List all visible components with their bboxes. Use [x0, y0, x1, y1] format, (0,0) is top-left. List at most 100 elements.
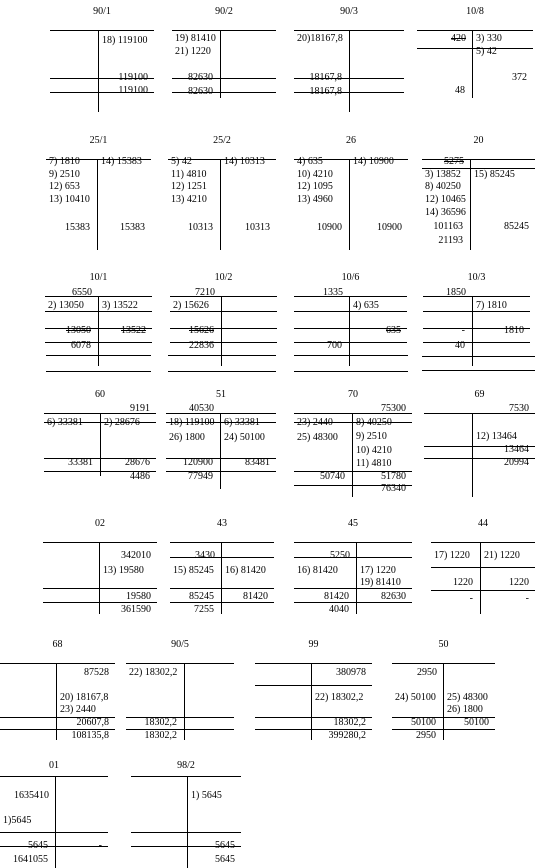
turnover-credit: 13464 — [504, 444, 529, 455]
turnover-debit: 1220 — [453, 577, 473, 588]
account-title: 01 — [49, 760, 59, 771]
debit-entry: 5) 42 — [171, 156, 192, 167]
column-divider — [98, 296, 99, 366]
rule-line — [170, 602, 274, 603]
turnover-credit: 82630 — [381, 591, 406, 602]
turnover-debit: 50100 — [411, 717, 436, 728]
turnover-debit: 10313 — [188, 222, 213, 233]
rule-line — [294, 371, 408, 372]
rule-line — [46, 371, 151, 372]
rule-line — [0, 717, 115, 718]
closing-balance-credit: 4486 — [130, 471, 150, 482]
rule-line — [131, 832, 241, 833]
closing-balance-credit: 361590 — [121, 604, 151, 615]
column-divider — [56, 663, 57, 740]
turnover-credit: 20607,8 — [76, 717, 110, 728]
rule-line — [170, 588, 274, 589]
turnover-debit: 81420 — [324, 591, 349, 602]
account-title: 90/5 — [171, 639, 189, 650]
turnover-credit: 83481 — [245, 457, 270, 468]
debit-entry: 8) 40250 — [425, 181, 461, 192]
rule-line — [294, 328, 407, 329]
opening-balance-debit: 5250 — [330, 550, 350, 561]
rule-line — [172, 92, 276, 93]
credit-entry: 3) 330 — [476, 33, 502, 44]
account-title: 10/2 — [214, 272, 233, 283]
rule-line — [431, 590, 535, 591]
turnover-debit: 5645 — [28, 840, 48, 851]
turnover-debit: 13050 — [66, 325, 91, 336]
closing-balance-debit: 40 — [455, 340, 465, 351]
debit-entry: 13) 4960 — [297, 194, 333, 205]
rule-line — [417, 48, 533, 49]
turnover-credit: 85245 — [504, 221, 529, 232]
header-rule — [255, 663, 372, 664]
debit-entry: 11) 4810 — [171, 169, 207, 180]
credit-entry: 12) 13464 — [476, 431, 517, 442]
turnover-credit: - — [98, 840, 102, 851]
rule-line — [422, 356, 535, 357]
header-rule — [417, 30, 533, 31]
rule-line — [43, 588, 157, 589]
closing-balance-debit: 1641055 — [13, 854, 48, 865]
turnover-debit: 18167,8 — [309, 72, 343, 83]
rule-line — [50, 92, 154, 93]
debit-entry: 4) 635 — [297, 156, 323, 167]
debit-entry: 13) 4210 — [171, 194, 207, 205]
opening-balance-debit: 7210 — [195, 287, 215, 298]
opening-balance-credit: 380978 — [336, 667, 366, 678]
debit-entry: 12) 1095 — [297, 181, 333, 192]
credit-entry: 21) 1220 — [484, 550, 520, 561]
account-title: 10/6 — [341, 272, 360, 283]
rule-line — [131, 846, 241, 847]
closing-balance-debit: 700 — [327, 340, 342, 351]
rule-line — [294, 422, 412, 423]
opening-balance-debit: 1335 — [323, 287, 343, 298]
closing-balance-credit: 5645 — [215, 854, 235, 865]
header-rule — [170, 542, 274, 543]
turnover-debit: - — [461, 325, 465, 336]
rule-line — [50, 78, 154, 79]
header-rule — [424, 413, 535, 414]
header-rule — [43, 542, 157, 543]
header-rule — [294, 296, 407, 297]
debit-entry: 26) 1800 — [169, 432, 205, 443]
account-90-3: 90/3 20)18167,8 18167,8 18167,8 — [294, 7, 404, 112]
debit-entry: 2) 15626 — [173, 300, 209, 311]
debit-entry: 20)18167,8 — [297, 33, 343, 44]
debit-entry: 23) 2440 — [297, 417, 333, 428]
account-title: 44 — [478, 518, 488, 529]
header-rule — [294, 542, 412, 543]
rule-line — [294, 355, 408, 356]
header-rule — [166, 413, 276, 414]
rule-line — [170, 342, 277, 343]
rule-line — [166, 458, 276, 459]
turnover-debit: 33381 — [68, 457, 93, 468]
rule-line — [424, 458, 535, 459]
credit-entry: 9) 2510 — [356, 431, 387, 442]
rule-line — [422, 370, 535, 371]
rule-line — [294, 342, 407, 343]
credit-entry: 15) 85245 — [474, 169, 515, 180]
opening-balance-credit: 7530 — [509, 403, 529, 414]
account-title: 20 — [473, 135, 484, 146]
account-title: 25/2 — [213, 135, 231, 146]
opening-balance-debit: 6550 — [72, 287, 92, 298]
closing-balance-debit: - — [469, 593, 473, 604]
opening-balance-debit: 5275 — [444, 156, 464, 167]
turnover-credit: 372 — [512, 72, 527, 83]
turnover-debit: 18302,2 — [144, 717, 178, 728]
account-70: 70 23) 2440 25) 48300 8) 40250 9) 2510 10) 42… — [294, 390, 412, 497]
turnover-credit: 5645 — [215, 840, 235, 851]
credit-entry: 25) 48300 — [447, 692, 488, 703]
account-title: 10/3 — [467, 272, 486, 283]
account-title: 60 — [95, 389, 105, 400]
account-26: 26 4) 635 10) 4210 12) 1095 13) 4960 14) 1090… — [294, 136, 408, 372]
header-rule — [294, 159, 408, 160]
rule-line — [168, 371, 276, 372]
account-10-8: 10/8 3) 330 5) 42 420 372 48 — [417, 7, 533, 98]
turnover-credit: 15383 — [120, 222, 145, 233]
rule-line — [0, 832, 108, 833]
column-divider — [349, 296, 350, 366]
rule-line — [126, 729, 234, 730]
